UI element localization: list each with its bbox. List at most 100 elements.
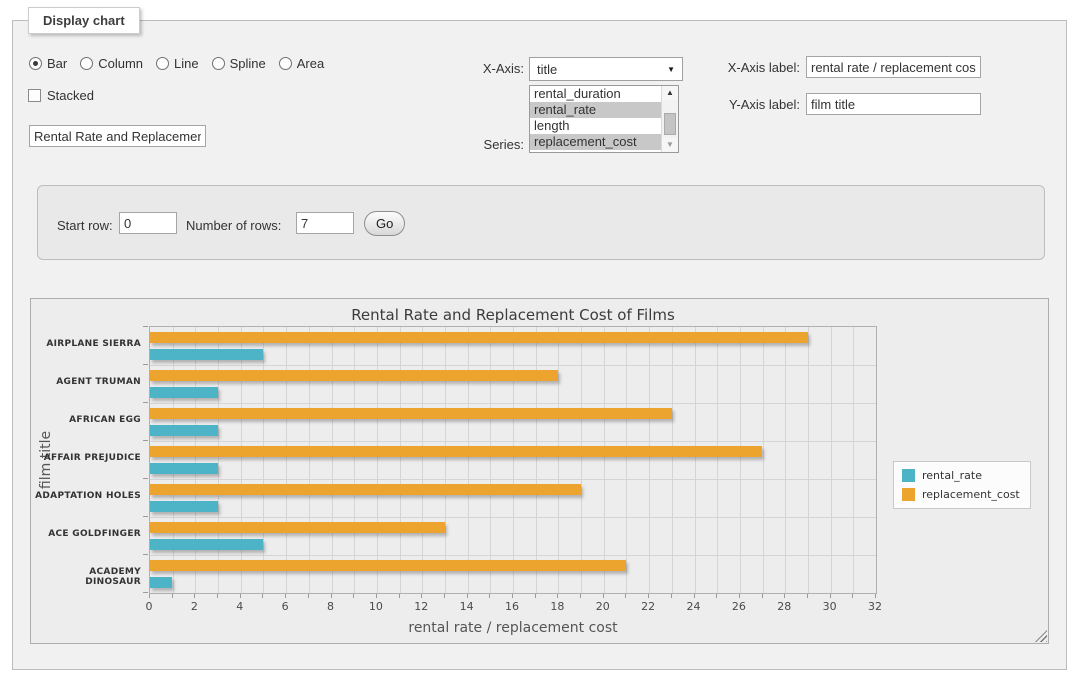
go-button[interactable]: Go	[364, 211, 405, 236]
bar-rental_rate[interactable]	[150, 387, 218, 398]
bar-replacement_cost[interactable]	[150, 332, 808, 343]
x-tick-mark	[694, 594, 695, 598]
y-axis-label-label: Y-Axis label:	[712, 97, 800, 112]
x-tick-mark	[353, 594, 354, 598]
bar-rental_rate[interactable]	[150, 577, 172, 588]
x-tick-mark	[557, 594, 558, 598]
bar-rental_rate[interactable]	[150, 349, 263, 360]
bar-replacement_cost[interactable]	[150, 370, 558, 381]
chart-type-radio-line[interactable]: Line	[156, 56, 199, 71]
x-tick-mark	[671, 594, 672, 598]
chart-title-input[interactable]	[29, 125, 206, 147]
bar-rental_rate[interactable]	[150, 539, 263, 550]
gridline	[150, 479, 876, 480]
x-tick-mark	[716, 594, 717, 598]
radio-label: Spline	[230, 56, 266, 71]
series-option-length[interactable]: length	[530, 118, 662, 134]
gridline	[150, 403, 876, 404]
radio-icon[interactable]	[29, 57, 42, 70]
series-listbox-label: Series:	[454, 137, 524, 152]
bar-replacement_cost[interactable]	[150, 484, 581, 495]
category-label: AIRPLANE SIERRA	[31, 339, 141, 349]
y-axis-label-input[interactable]	[806, 93, 981, 115]
gridline	[173, 327, 174, 593]
panel-title: Display chart	[28, 7, 140, 34]
x-tick-label: 12	[408, 600, 434, 613]
y-tick-mark	[143, 478, 148, 479]
series-option-replacement_cost[interactable]: replacement_cost	[530, 134, 662, 150]
category-label: AFFAIR PREJUDICE	[31, 453, 141, 463]
x-axis-select[interactable]: title ▼	[529, 57, 683, 81]
gridline	[400, 327, 401, 593]
y-tick-mark	[143, 440, 148, 441]
bar-rental_rate[interactable]	[150, 501, 218, 512]
x-tick-mark	[784, 594, 785, 598]
x-tick-mark	[512, 594, 513, 598]
x-tick-label: 2	[181, 600, 207, 613]
series-option-rental_rate[interactable]: rental_rate	[530, 102, 662, 118]
chart-type-radio-column[interactable]: Column	[80, 56, 143, 71]
chart-type-radio-area[interactable]: Area	[279, 56, 324, 71]
gridline	[558, 327, 559, 593]
y-tick-mark	[143, 402, 148, 403]
x-tick-mark	[217, 594, 218, 598]
start-row-label: Start row:	[57, 218, 117, 233]
x-tick-mark	[444, 594, 445, 598]
chart-legend: rental_ratereplacement_cost	[893, 461, 1031, 509]
listbox-scrollbar[interactable]: ▲ ▼	[661, 86, 678, 152]
series-option-rental_duration[interactable]: rental_duration	[530, 86, 662, 102]
gridline	[808, 327, 809, 593]
bar-replacement_cost[interactable]	[150, 522, 445, 533]
scrollbar-thumb[interactable]	[664, 113, 676, 135]
x-tick-mark	[172, 594, 173, 598]
start-row-input[interactable]	[119, 212, 177, 234]
gridline	[218, 327, 219, 593]
chart-type-radio-spline[interactable]: Spline	[212, 56, 266, 71]
chart-container: Rental Rate and Replacement Cost of Film…	[30, 298, 1049, 644]
resize-handle-icon[interactable]	[1035, 630, 1047, 642]
x-axis-label-input[interactable]	[806, 56, 981, 78]
x-tick-mark	[625, 594, 626, 598]
legend-swatch	[902, 469, 915, 482]
chart-type-radio-bar[interactable]: Bar	[29, 56, 67, 71]
gridline	[490, 327, 491, 593]
bar-replacement_cost[interactable]	[150, 560, 626, 571]
x-tick-label: 8	[318, 600, 344, 613]
gridline	[332, 327, 333, 593]
x-tick-label: 30	[817, 600, 843, 613]
gridline	[581, 327, 582, 593]
dropdown-arrow-icon: ▼	[667, 65, 675, 74]
gridline	[717, 327, 718, 593]
radio-icon[interactable]	[80, 57, 93, 70]
gridline	[263, 327, 264, 593]
bar-rental_rate[interactable]	[150, 463, 218, 474]
radio-icon[interactable]	[279, 57, 292, 70]
num-rows-input[interactable]	[296, 212, 354, 234]
stacked-label: Stacked	[47, 88, 94, 103]
gridline	[150, 365, 876, 366]
bar-replacement_cost[interactable]	[150, 446, 762, 457]
bar-rental_rate[interactable]	[150, 425, 218, 436]
chart-title: Rental Rate and Replacement Cost of Film…	[149, 306, 877, 324]
scroll-up-icon[interactable]: ▲	[662, 86, 678, 100]
x-tick-mark	[194, 594, 195, 598]
stacked-checkbox-row: Stacked	[28, 88, 94, 103]
radio-icon[interactable]	[212, 57, 225, 70]
gridline	[626, 327, 627, 593]
x-tick-mark	[308, 594, 309, 598]
bar-replacement_cost[interactable]	[150, 408, 672, 419]
x-tick-mark	[467, 594, 468, 598]
gridline	[672, 327, 673, 593]
gridline	[831, 327, 832, 593]
gridline	[695, 327, 696, 593]
series-listbox[interactable]: ▲ ▼ rental_durationrental_ratelengthrepl…	[529, 85, 679, 153]
chart-type-radio-group: Bar Column Line Spline Area	[29, 56, 324, 71]
x-tick-label: 0	[136, 600, 162, 613]
x-tick-label: 16	[499, 600, 525, 613]
x-tick-mark	[875, 594, 876, 598]
radio-icon[interactable]	[156, 57, 169, 70]
scroll-down-icon[interactable]: ▼	[662, 138, 678, 152]
stacked-checkbox[interactable]	[28, 89, 41, 102]
gridline	[785, 327, 786, 593]
gridline	[150, 441, 876, 442]
